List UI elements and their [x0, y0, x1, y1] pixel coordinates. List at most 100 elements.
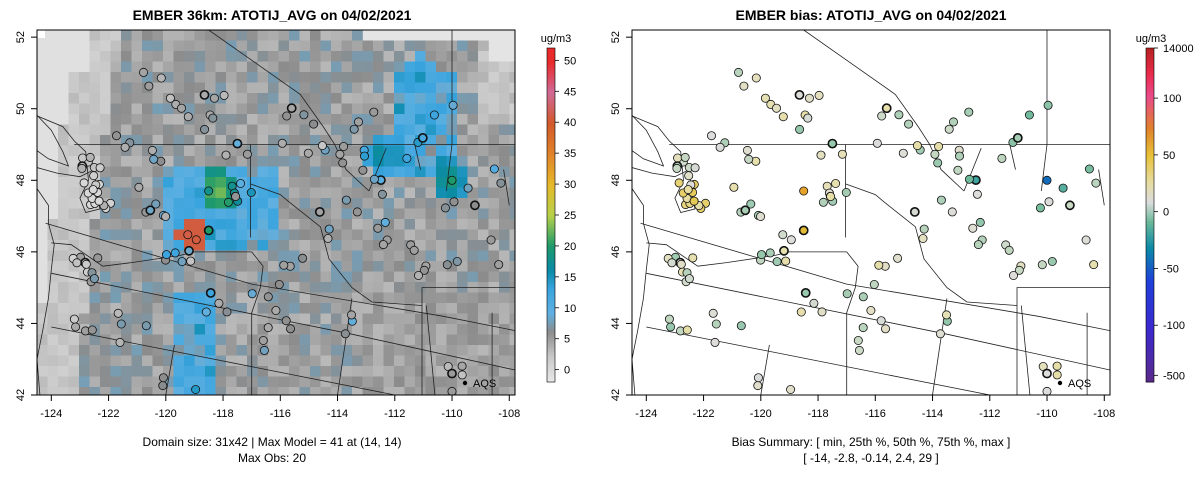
grid-cell — [425, 229, 437, 241]
grid-cell — [121, 303, 132, 314]
colorbar-segment — [1146, 345, 1154, 350]
grid-cell — [478, 156, 489, 167]
grid-cell — [110, 145, 122, 157]
colorbar-segment — [547, 281, 555, 286]
grid-cell — [425, 145, 437, 157]
grid-cell — [173, 187, 185, 199]
grid-cell — [68, 345, 80, 356]
grid-cell — [194, 376, 206, 388]
grid-cell — [184, 156, 195, 167]
station-marker — [69, 314, 79, 324]
grid-cell — [362, 82, 374, 94]
grid-cell — [331, 334, 342, 346]
grid-cell — [142, 156, 153, 167]
right-chart-title: EMBER bias: ATOTIJ_AVG on 04/02/2021 — [735, 7, 1006, 23]
grid-cell — [184, 292, 195, 304]
grid-cell — [110, 282, 122, 293]
grid-cell — [257, 240, 269, 251]
grid-cell — [215, 156, 227, 167]
grid-cell — [488, 61, 500, 73]
colorbar-segment — [547, 59, 555, 63]
station-marker — [214, 298, 224, 308]
station-marker — [151, 199, 161, 209]
grid-cell — [299, 93, 311, 104]
grid-cell — [362, 334, 374, 346]
grid-cell — [352, 387, 363, 395]
grid-cell — [299, 198, 311, 209]
grid-cell — [110, 187, 122, 199]
grid-cell — [268, 271, 279, 283]
right-map-area: AQS-124 -122 -120 -118 -116 -114 -112 -110 -1084… — [610, 29, 1115, 420]
station-marker — [1081, 235, 1091, 245]
grid-cell — [58, 366, 69, 377]
grid-cell — [68, 114, 80, 125]
grid-cell — [89, 303, 101, 314]
grid-cell — [446, 229, 458, 241]
grid-cell — [142, 40, 153, 52]
colorbar-segment — [547, 145, 555, 149]
colorbar-segment — [1146, 304, 1154, 308]
colorbar-segment — [547, 343, 555, 347]
grid-cell — [404, 324, 416, 335]
grid-cell — [184, 261, 195, 272]
grid-cell — [320, 355, 332, 367]
grid-cell — [509, 334, 515, 346]
grid-cell — [352, 40, 363, 52]
colorbar-label: 0 — [1163, 207, 1169, 219]
grid-cell — [310, 187, 321, 199]
grid-cell — [289, 72, 300, 83]
station-marker — [156, 73, 166, 83]
grid-cell — [37, 366, 48, 377]
grid-cell — [488, 355, 500, 367]
grid-cell — [404, 313, 416, 325]
grid-cell — [299, 292, 311, 304]
station-marker — [89, 274, 99, 284]
station-marker — [1084, 164, 1094, 174]
station-marker — [798, 225, 809, 236]
grid-cell — [194, 219, 206, 230]
grid-cell — [352, 187, 363, 199]
grid-cell — [457, 334, 468, 346]
grid-cell — [163, 313, 174, 325]
grid-cell — [152, 376, 164, 388]
grid-cell — [100, 282, 111, 293]
grid-cell — [499, 166, 510, 178]
boundary-line — [51, 272, 515, 371]
grid-cell — [352, 229, 363, 241]
grid-cell — [499, 250, 510, 262]
grid-cell — [194, 334, 206, 346]
colorbar-segment — [1146, 301, 1154, 305]
colorbar-segment — [547, 192, 555, 197]
right-footer-line-1: Bias Summary: [ min, 25th %, 50th %, 75t… — [732, 435, 1011, 449]
grid-cell — [257, 93, 269, 104]
grid-cell — [362, 198, 374, 209]
grid-cell — [89, 82, 101, 94]
grid-cell — [394, 376, 405, 388]
grid-cell — [415, 82, 426, 94]
grid-cell — [184, 303, 195, 314]
colorbar-segment — [1146, 59, 1154, 63]
grid-cell — [383, 240, 395, 251]
grid-cell — [47, 103, 59, 115]
grid-cell — [268, 145, 279, 157]
colorbar-segment — [547, 237, 555, 241]
domain-edge — [37, 30, 45, 38]
grid-cell — [436, 166, 447, 178]
grid-cell — [142, 366, 153, 377]
grid-cell — [184, 271, 195, 283]
boundary-line — [250, 183, 423, 306]
grid-cell — [478, 198, 489, 209]
grid-cell — [121, 30, 132, 41]
grid-cell — [131, 303, 143, 314]
grid-cell — [509, 366, 515, 377]
station-marker — [786, 235, 796, 245]
grid-cell — [37, 208, 48, 220]
grid-cell — [509, 303, 515, 314]
grid-cell — [320, 240, 332, 251]
grid-cell — [268, 40, 279, 52]
station-marker — [165, 93, 175, 103]
grid-cell — [247, 271, 258, 283]
grid-cell — [121, 250, 132, 262]
station-marker — [442, 260, 452, 270]
grid-cell — [436, 376, 447, 388]
